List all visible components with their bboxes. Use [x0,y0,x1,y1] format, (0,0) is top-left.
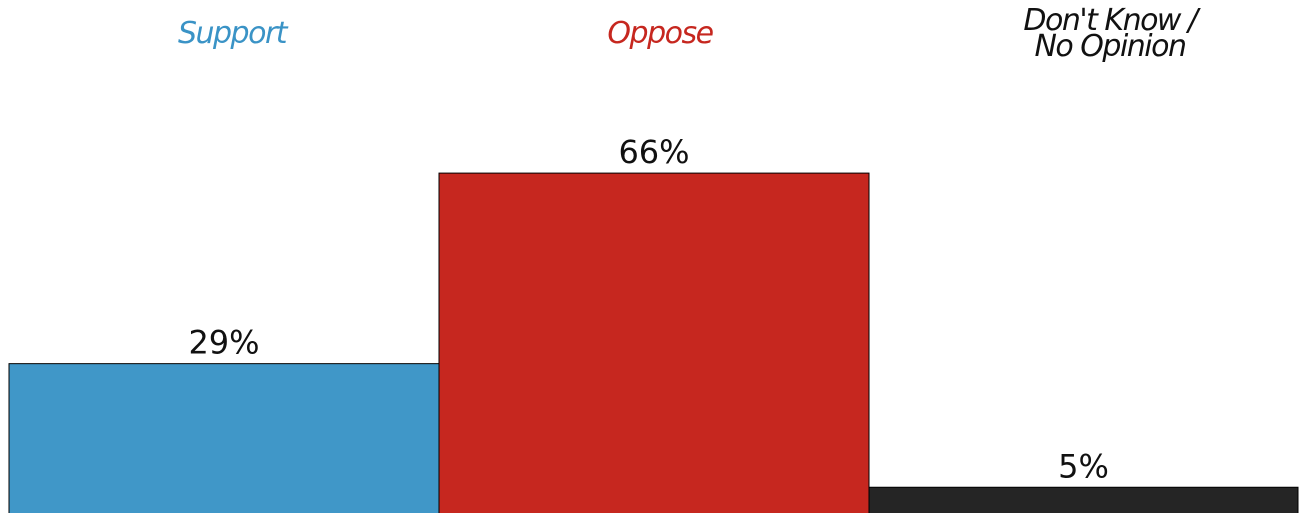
value-label-0: 29% [188,324,259,362]
category-label-1: Oppose [607,16,713,51]
value-label-2: 5% [1058,447,1109,485]
value-labels: 29% 66% 5% [188,133,1108,485]
bar-2 [868,486,1299,513]
category-label-line: No Opinion [1034,29,1185,64]
category-label-2: Don't Know / No Opinion [1023,3,1201,64]
value-label-1: 66% [618,133,689,171]
category-label-line: Support [178,16,289,51]
category-label-line: Don't Know / [1023,3,1201,38]
bar-1 [438,172,870,513]
category-labels: Support Oppose Don't Know / No Opinion [178,3,1203,64]
bar-0 [8,363,440,513]
category-label-0: Support [178,16,289,51]
bars [8,172,1299,513]
category-label-line: Oppose [607,16,713,51]
